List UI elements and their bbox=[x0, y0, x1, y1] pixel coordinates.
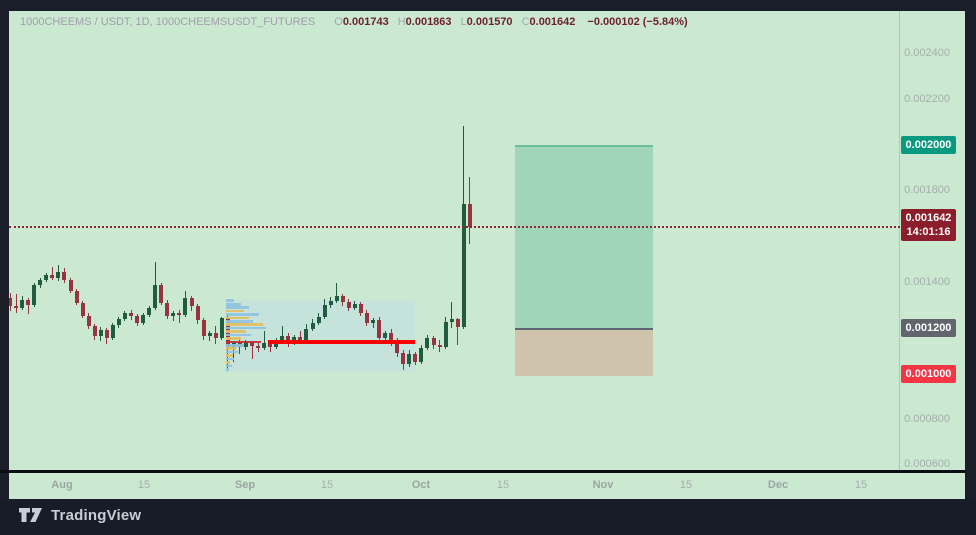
tradingview-logo-icon bbox=[19, 508, 42, 522]
time-axis-label-15: 15 bbox=[854, 479, 868, 491]
price-axis-label: 0.002200 bbox=[904, 92, 950, 105]
target-price-badge: 0.002000 bbox=[901, 136, 956, 155]
footer-bar bbox=[0, 499, 976, 535]
high-label: H bbox=[397, 16, 406, 28]
time-axis-label-15: 15 bbox=[320, 479, 334, 491]
right-frame bbox=[965, 0, 976, 499]
entry-price-badge: 0.001200 bbox=[901, 319, 956, 338]
last-price-time: 14:01:16 bbox=[906, 226, 951, 239]
time-scale[interactable] bbox=[9, 473, 965, 499]
low-label: L bbox=[460, 16, 467, 28]
time-axis-label-sep: Sep bbox=[234, 479, 256, 491]
time-axis-label-aug: Aug bbox=[51, 479, 73, 491]
price-axis-label: 0.001400 bbox=[904, 275, 950, 288]
time-axis-label-15: 15 bbox=[496, 479, 510, 491]
time-axis-label-oct: Oct bbox=[411, 479, 431, 491]
last-price-badge: 0.001642 14:01:16 bbox=[901, 209, 956, 242]
left-frame bbox=[0, 0, 9, 499]
time-axis-label-15: 15 bbox=[137, 479, 151, 491]
price-axis-label: 0.000600 bbox=[904, 458, 950, 471]
tradingview-logo[interactable]: TradingView bbox=[18, 506, 141, 525]
price-axis-label: 0.000800 bbox=[904, 412, 950, 425]
chart-pane[interactable] bbox=[9, 11, 965, 471]
time-axis-separator bbox=[0, 470, 965, 473]
close-value: 0.001642 bbox=[529, 16, 576, 28]
high-value: 0.001863 bbox=[405, 16, 452, 28]
time-axis-label-dec: Dec bbox=[767, 479, 789, 491]
time-axis-label-15: 15 bbox=[679, 479, 693, 491]
tradingview-logo-text: TradingView bbox=[51, 507, 142, 524]
close-label: C bbox=[521, 16, 530, 28]
price-axis-label: 0.001800 bbox=[904, 184, 950, 197]
open-label: O bbox=[334, 16, 343, 28]
top-frame bbox=[0, 0, 976, 11]
open-value: 0.001743 bbox=[342, 16, 389, 28]
price-axis-label: 0.002400 bbox=[904, 47, 950, 60]
stop-price-badge: 0.001000 bbox=[901, 364, 956, 383]
change-value: −0.000102 (−5.84%) bbox=[587, 16, 688, 28]
time-axis-label-nov: Nov bbox=[592, 479, 614, 491]
symbol-title[interactable]: 1000CHEEMS / USDT, 1D, 1000CHEEMSUSDT_FU… bbox=[20, 16, 316, 28]
low-value: 0.001570 bbox=[466, 16, 513, 28]
price-scale-border bbox=[899, 11, 900, 471]
symbol-info-bar: 1000CHEEMS / USDT, 1D, 1000CHEEMSUSDT_FU… bbox=[20, 15, 688, 29]
